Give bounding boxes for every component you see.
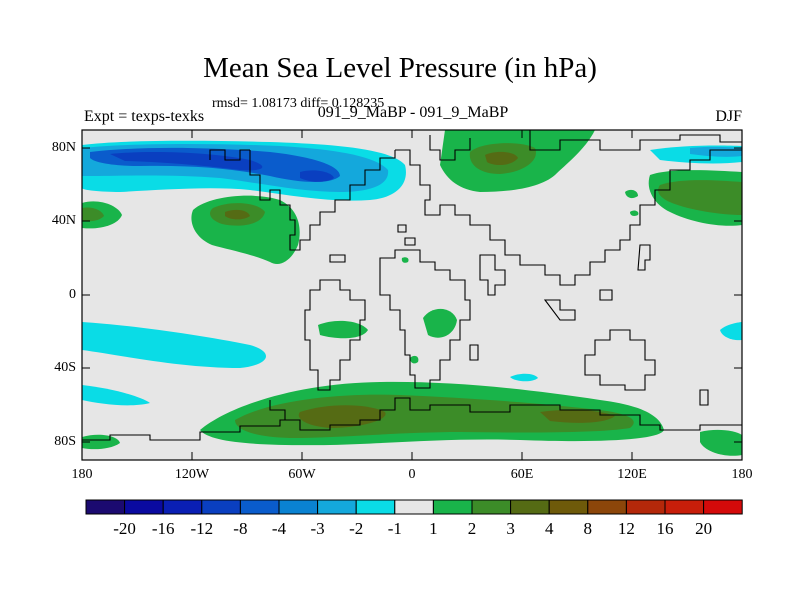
eurasia-north [529,130,742,151]
north-blue8-core [110,152,263,171]
colorbar-label: -4 [271,519,287,538]
north-dkgreen-e [658,180,742,215]
tropic-green-3 [410,355,419,364]
tropic-green-2 [423,308,457,338]
colorbar-swatch [85,499,126,515]
south-cyan-small [510,373,538,382]
colorbar-swatch [664,499,705,515]
colorbar-label: 1 [429,519,438,538]
colorbar-swatch [124,499,164,515]
field-layer [82,130,742,460]
experiment-label: Expt = texps-texks [84,108,205,125]
x-tick-label: 120E [617,467,647,482]
colorbar-swatch [703,499,743,515]
colorbar-label: 4 [544,519,554,538]
se-asia [543,289,613,321]
north-olive-ne [485,151,518,166]
colorbar-label: -2 [349,519,364,538]
north-dkgreen-west [82,207,104,222]
colorbar-swatch [201,499,241,515]
colorbar-label: -3 [310,519,325,538]
tropic-green-4 [401,257,409,263]
colorbar-label: 20 [695,519,713,538]
colorbar-label: -8 [233,519,248,538]
season-label: DJF [715,108,742,125]
x-tick-label: 120W [174,467,210,482]
y-tick-label: 80N [51,140,76,155]
south-olive-core [298,405,386,428]
eurasia [395,149,742,286]
north-america-coast [249,150,396,251]
tick-marks [81,130,743,460]
colorbar-swatch [432,499,473,515]
africa [379,249,471,389]
y-tick-label: 40S [54,360,76,375]
north-blue8-core2 [300,170,334,182]
colorbar-swatch [394,499,434,515]
south-green-east [700,429,742,456]
greenland [429,135,471,161]
map-title: Mean Sea Level Pressure (in hPa) [203,52,597,84]
colorbar-swatch [355,499,396,515]
caribbean [329,254,346,263]
antarctica [82,397,742,441]
colorbar-label: -1 [387,519,402,538]
north-blue2-ne [690,146,742,157]
japan [637,244,651,271]
south-olive-east [540,409,615,423]
antarctic-peninsula [269,400,300,421]
colorbar-label: -12 [190,519,214,538]
x-tick-label: 60W [288,467,316,482]
islands-atlantic [397,224,416,246]
colorbar-label: -16 [151,519,175,538]
colorbar-label: 3 [506,519,515,538]
colorbar-label: 8 [583,519,593,538]
colorbar-label: 12 [617,519,635,538]
madagascar [469,344,479,361]
colorbar-label: 2 [467,519,477,538]
australia [584,329,656,391]
colorbar-swatch [162,499,203,515]
india [479,254,506,296]
south-america [304,279,366,391]
north-green-small2 [630,210,639,216]
colorbar-swatch [625,499,666,515]
comparison-label: 091_9_MaBP - 091_9_MaBP [317,104,509,121]
colorbar-swatch [278,499,319,515]
stats-text: rmsd= 1.08173 diff= 0.128235 [212,96,385,111]
y-tick-label: 40N [51,213,76,228]
colorbar-swatch [587,499,627,515]
colorbar-label: -20 [113,519,136,538]
colorbar-label: 16 [656,519,674,538]
north-green-small1 [625,189,638,199]
y-tick-label: 80S [54,434,76,449]
colorbar [85,499,743,515]
south-cyan-east [720,322,742,341]
colorbar-swatch [317,499,357,515]
x-tick-label: 60E [510,467,534,482]
x-tick-label: 180 [71,467,93,482]
y-tick-label: 0 [69,287,76,302]
colorbar-swatch [239,499,280,515]
colorbar-swatch [471,499,512,515]
x-tick-label: 0 [408,467,416,482]
colorbar-swatch [548,499,589,515]
colorbar-swatch [510,499,550,515]
x-tick-label: 180 [731,467,753,482]
new-zealand [699,389,709,406]
tropic-green-1 [318,320,368,339]
south-cyan-west [82,322,267,368]
north-olive-1 [225,209,250,220]
coastlines [82,130,742,441]
north-america-west [209,149,250,161]
south-cyan-west2 [82,385,150,406]
